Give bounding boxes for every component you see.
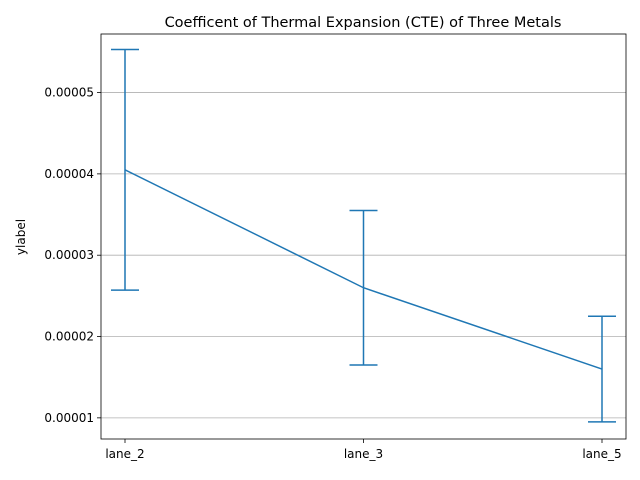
chart-title: Coefficent of Thermal Expansion (CTE) of… bbox=[165, 15, 562, 31]
x-tick-label: lane_5 bbox=[582, 447, 621, 461]
y-tick-label: 0.00002 bbox=[44, 330, 94, 344]
x-tick-label: lane_2 bbox=[105, 447, 144, 461]
ticks: 0.00001 0.00002 0.00003 0.00004 0.00005 lane_… bbox=[44, 86, 621, 461]
y-tick-label: 0.00004 bbox=[44, 167, 94, 181]
y-tick-label: 0.00005 bbox=[44, 86, 94, 100]
series-layer bbox=[111, 48, 616, 423]
y-axis-label: ylabel bbox=[14, 219, 28, 255]
x-tick-label: lane_3 bbox=[344, 447, 383, 461]
y-tick-label: 0.00003 bbox=[44, 248, 94, 262]
y-tick-label: 0.00001 bbox=[44, 411, 94, 425]
